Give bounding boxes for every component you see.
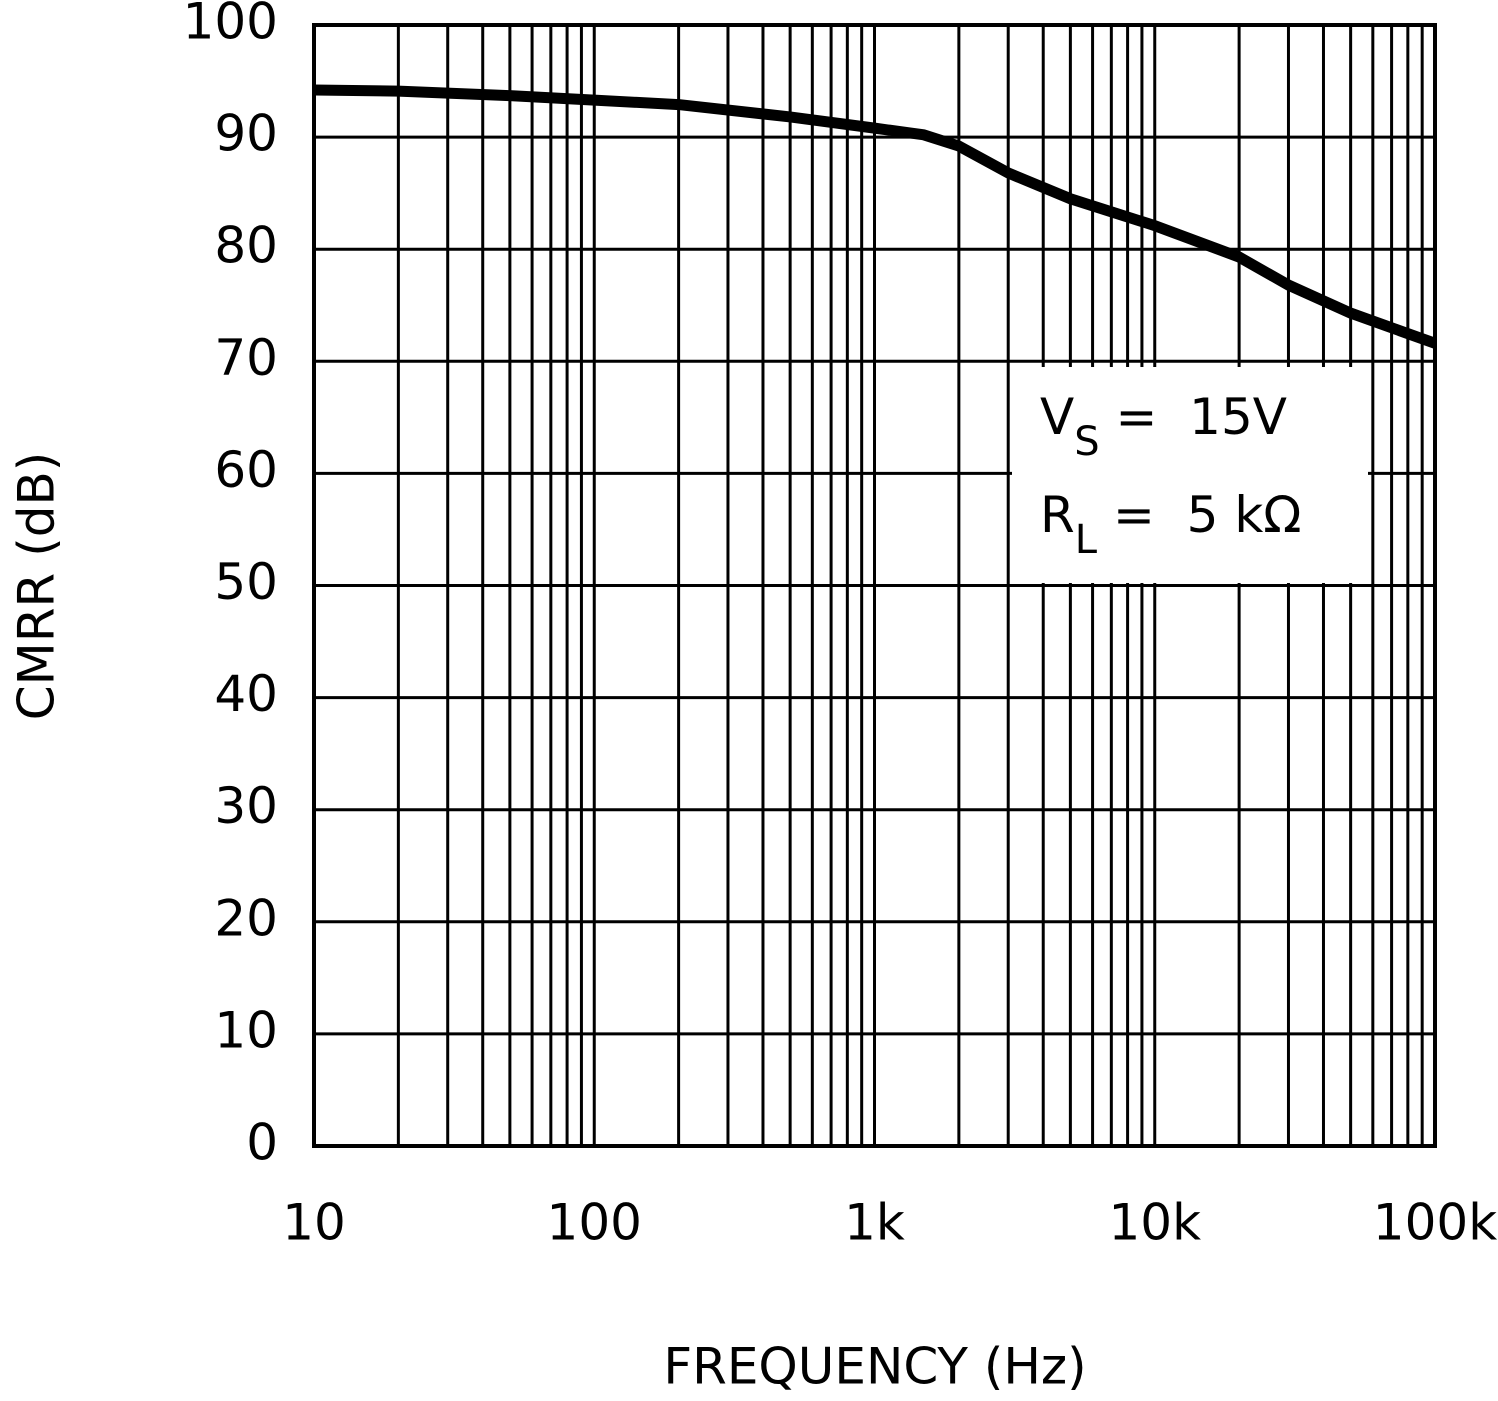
annotation-rest: = 5 kΩ (1097, 486, 1301, 544)
annotation-box (1012, 367, 1368, 583)
y-tick-label: 30 (214, 777, 278, 835)
y-tick-label: 50 (214, 553, 278, 611)
x-tick-label: 100k (1373, 1194, 1497, 1252)
y-tick-label: 0 (246, 1114, 278, 1172)
y-tick-label: 40 (214, 665, 278, 723)
y-tick-label: 60 (214, 441, 278, 499)
annotation: VS = 15V (1040, 388, 1287, 466)
annotation-sub: S (1074, 419, 1099, 465)
x-tick-label: 10 (282, 1194, 346, 1252)
plot-border (312, 23, 1437, 1148)
y-tick-label: 70 (214, 329, 278, 387)
x-tick-label: 100 (547, 1194, 642, 1252)
annotation-sub: L (1075, 517, 1098, 563)
y-tick-label: 80 (214, 217, 278, 275)
annotation: RL = 5 kΩ (1040, 486, 1302, 564)
x-axis-label: FREQUENCY (Hz) (663, 1338, 1086, 1396)
y-tick-label: 10 (214, 1001, 278, 1059)
annotation-rest: = 15V (1100, 388, 1287, 446)
y-tick-label: 90 (214, 105, 278, 163)
annotation-main: V (1040, 388, 1074, 446)
annotation-main: R (1040, 486, 1075, 544)
y-tick-label: 20 (214, 889, 278, 947)
y-axis-label: CMRR (dB) (8, 452, 66, 720)
y-tick-label: 100 (183, 0, 278, 51)
x-tick-label: 10k (1108, 1194, 1201, 1252)
data-line (313, 84, 1437, 349)
x-tick-label: 1k (844, 1194, 905, 1252)
